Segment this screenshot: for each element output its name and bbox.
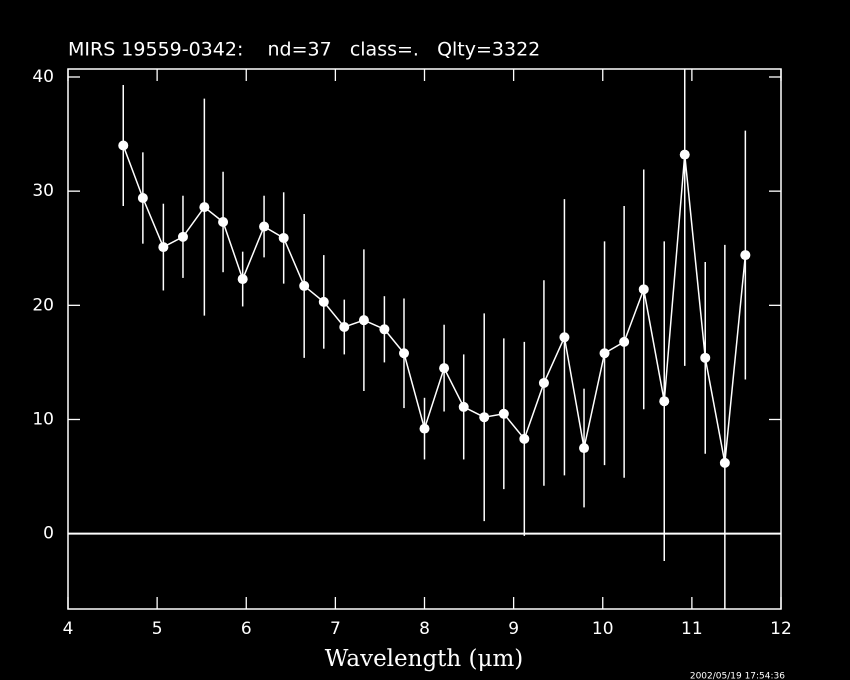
- data-point: [399, 348, 410, 359]
- data-point: [538, 377, 549, 388]
- data-point: [740, 250, 751, 261]
- data-point: [719, 457, 730, 468]
- data-point: [177, 231, 188, 242]
- y-tick-label: 20: [32, 295, 54, 315]
- data-point: [679, 149, 690, 160]
- plot-area: [118, 69, 751, 609]
- data-point: [439, 363, 450, 374]
- data-point: [158, 242, 169, 253]
- y-tick-label: 40: [32, 67, 54, 87]
- data-point: [137, 193, 148, 204]
- plot-frame: [67, 68, 782, 610]
- data-point: [339, 322, 350, 333]
- x-axis-label: Wavelength (μm): [325, 646, 524, 672]
- x-tick-label: 9: [508, 619, 519, 639]
- y-tick-label: 0: [43, 524, 54, 544]
- data-point: [599, 348, 610, 359]
- data-point: [419, 423, 430, 434]
- data-point: [559, 332, 570, 343]
- x-tick-label: 6: [241, 619, 252, 639]
- data-point: [579, 443, 590, 454]
- data-point: [619, 336, 630, 347]
- data-point: [318, 296, 329, 307]
- data-point: [498, 408, 509, 419]
- x-tick-label: 12: [770, 619, 792, 639]
- data-point: [479, 412, 490, 423]
- data-point: [659, 396, 670, 407]
- series-line: [122, 145, 747, 464]
- data-point: [379, 324, 390, 335]
- x-tick-label: 10: [592, 619, 614, 639]
- data-point: [278, 232, 289, 243]
- y-tick-label: 30: [32, 181, 54, 201]
- x-tick-label: 11: [681, 619, 703, 639]
- data-point: [199, 202, 210, 213]
- data-point: [237, 274, 248, 285]
- data-point: [358, 315, 369, 326]
- chart-title: MIRS 19559-0342: nd=37 class=. Qlty=3322: [68, 39, 540, 61]
- y-tick-label: 10: [32, 409, 54, 429]
- data-point: [638, 284, 649, 295]
- data-point: [259, 221, 270, 232]
- data-point: [118, 140, 129, 151]
- data-point: [700, 352, 711, 363]
- x-tick-label: 4: [63, 619, 74, 639]
- x-tick-label: 5: [152, 619, 163, 639]
- x-tick-label: 8: [419, 619, 430, 639]
- data-point: [299, 280, 310, 291]
- x-tick-label: 7: [330, 619, 341, 639]
- data-point: [218, 216, 229, 227]
- data-point: [458, 401, 469, 412]
- timestamp: 2002/05/19 17:54:36: [690, 672, 785, 680]
- data-point: [519, 433, 530, 444]
